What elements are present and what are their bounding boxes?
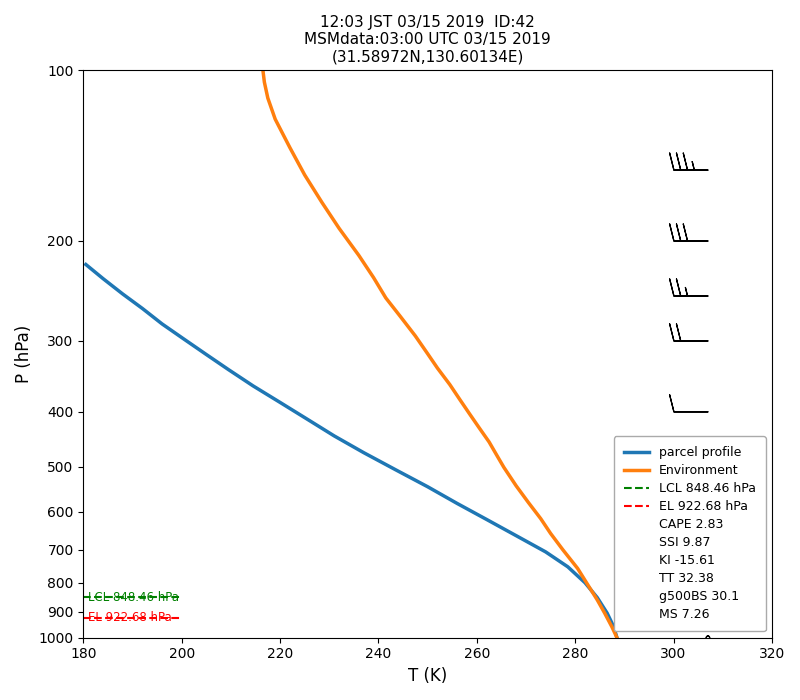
Environment [593, 596, 602, 604]
Environment [524, 498, 534, 507]
parcel profile [359, 449, 369, 457]
parcel profile [118, 290, 127, 298]
parcel profile [391, 466, 401, 474]
Environment [334, 224, 344, 232]
Environment [573, 564, 582, 573]
Legend: parcel profile, Environment, LCL 848.46 hPa, EL 922.68 hPa, CAPE 2.83, SSI 9.87,: parcel profile, Environment, LCL 848.46 … [614, 437, 766, 631]
Environment [582, 580, 592, 589]
parcel profile [602, 609, 612, 617]
Environment [492, 451, 502, 459]
Environment [410, 332, 420, 340]
Environment [511, 482, 521, 490]
Environment [263, 94, 273, 102]
parcel profile [302, 415, 312, 424]
parcel profile [224, 365, 234, 374]
Environment [465, 410, 474, 418]
parcel profile [482, 515, 491, 524]
parcel profile [511, 531, 521, 540]
parcel profile [452, 499, 462, 508]
Text: LCL 848.46 hPa: LCL 848.46 hPa [88, 591, 179, 603]
Environment [445, 380, 454, 389]
Y-axis label: P (hPa): P (hPa) [15, 325, 33, 383]
Environment [258, 66, 268, 74]
parcel profile [138, 304, 147, 313]
Environment [536, 514, 546, 523]
parcel profile [275, 398, 285, 407]
Environment [259, 78, 269, 86]
parcel profile [541, 547, 550, 556]
Environment [607, 623, 617, 631]
Environment [369, 274, 378, 282]
parcel profile [81, 260, 90, 269]
Environment [600, 609, 610, 617]
Environment [474, 424, 484, 432]
parcel profile [612, 634, 622, 642]
parcel profile [98, 274, 108, 283]
Environment [484, 438, 494, 446]
parcel profile [248, 382, 258, 390]
Environment [558, 545, 568, 554]
parcel profile [580, 578, 590, 587]
parcel profile [423, 482, 433, 491]
parcel profile [609, 622, 618, 631]
Environment [317, 198, 326, 206]
Environment [455, 395, 465, 403]
X-axis label: T (K): T (K) [408, 667, 447, 685]
Environment [354, 251, 363, 260]
Environment [433, 364, 442, 372]
Text: EL 922.68 hPa: EL 922.68 hPa [88, 611, 172, 624]
parcel profile [179, 335, 189, 344]
Environment [396, 313, 406, 321]
Environment [546, 529, 555, 538]
Line: Environment: Environment [263, 70, 617, 638]
Line: parcel profile: parcel profile [86, 265, 617, 638]
parcel profile [330, 432, 339, 440]
parcel profile [563, 563, 573, 571]
Environment [285, 144, 294, 152]
Title: 12:03 JST 03/15 2019  ID:42
MSMdata:03:00 UTC 03/15 2019
(31.58972N,130.60134E): 12:03 JST 03/15 2019 ID:42 MSMdata:03:00… [304, 15, 551, 65]
Environment [270, 115, 280, 123]
Environment [612, 634, 622, 642]
Environment [423, 349, 433, 358]
parcel profile [593, 594, 602, 602]
Environment [499, 463, 509, 472]
Environment [300, 171, 310, 179]
Environment [381, 294, 390, 302]
parcel profile [202, 350, 211, 358]
parcel profile [158, 320, 167, 328]
